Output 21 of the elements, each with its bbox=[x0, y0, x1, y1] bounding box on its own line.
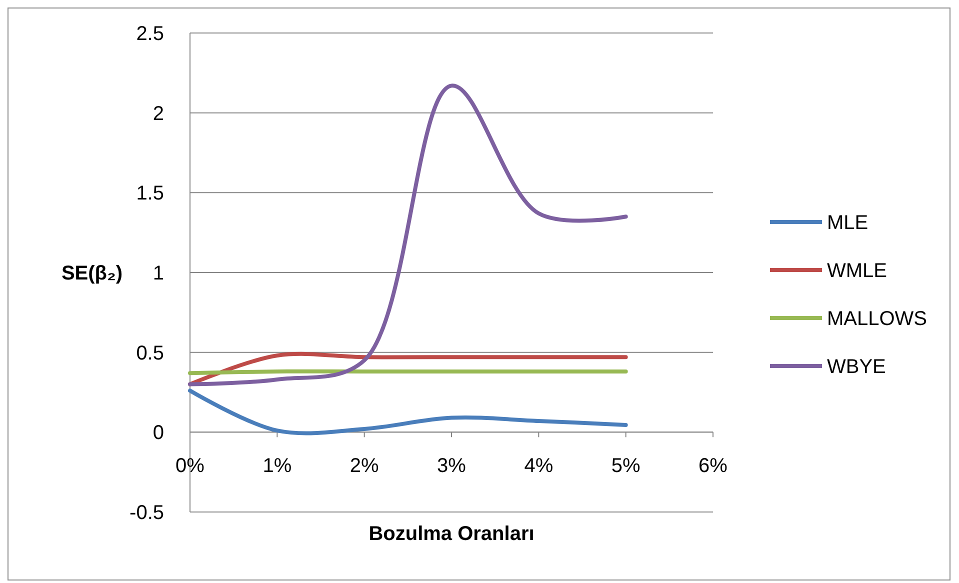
x-tick-label: 1% bbox=[262, 455, 292, 478]
x-axis-title: Bozulma Oranları bbox=[368, 523, 534, 545]
y-tick-label: 2 bbox=[152, 102, 164, 125]
y-tick-label: -0.5 bbox=[130, 502, 164, 524]
y-tick-label: 0.5 bbox=[136, 342, 164, 364]
x-tick-label: 0% bbox=[176, 455, 205, 478]
legend-label: WBYE bbox=[827, 356, 886, 378]
y-tick-label: 2.5 bbox=[136, 23, 164, 45]
x-tick-label: 6% bbox=[698, 455, 728, 478]
line-series bbox=[188, 84, 628, 386]
y-tick-label: 1 bbox=[152, 262, 164, 284]
x-tick-label: 4% bbox=[524, 455, 554, 478]
x-tick-label: 5% bbox=[611, 455, 641, 478]
y-tick-label: 0 bbox=[152, 422, 164, 444]
x-tick-label: 2% bbox=[350, 455, 380, 478]
legend-label: MALLOWS bbox=[827, 308, 928, 330]
y-axis-title: SE(β₂) bbox=[61, 262, 123, 284]
legend-label: WMLE bbox=[827, 260, 887, 282]
legend-label: MLE bbox=[827, 212, 868, 234]
x-tick-label: 3% bbox=[437, 455, 466, 478]
y-tick-label: 1.5 bbox=[136, 182, 164, 205]
